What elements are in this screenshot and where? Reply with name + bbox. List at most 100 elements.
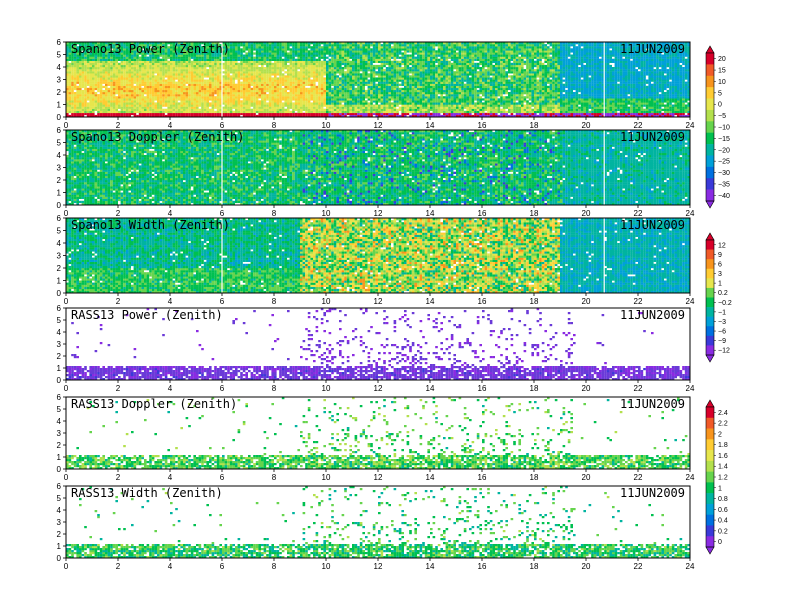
heatmap-cell bbox=[118, 107, 121, 109]
heatmap-cell bbox=[269, 82, 272, 84]
heatmap-cell bbox=[199, 105, 202, 107]
heatmap-cell bbox=[266, 94, 269, 96]
heatmap-cell bbox=[290, 65, 293, 67]
heatmap-cell bbox=[84, 77, 87, 79]
heatmap-cell bbox=[271, 80, 274, 82]
heatmap-cell bbox=[323, 71, 326, 73]
heatmap-cell bbox=[305, 44, 308, 46]
heatmap-cell bbox=[323, 84, 326, 86]
heatmap-cell bbox=[240, 94, 243, 96]
heatmap-cell bbox=[121, 63, 124, 65]
heatmap-cell bbox=[245, 57, 248, 59]
heatmap-cell bbox=[230, 96, 233, 98]
heatmap-cell bbox=[152, 73, 155, 75]
heatmap-cell bbox=[102, 102, 105, 104]
heatmap-cell bbox=[256, 96, 259, 98]
heatmap-cell bbox=[214, 77, 217, 79]
heatmap-cell bbox=[84, 71, 87, 73]
heatmap-cell bbox=[154, 102, 157, 104]
heatmap-cell bbox=[225, 61, 228, 63]
heatmap-cell bbox=[282, 102, 285, 104]
heatmap-cell bbox=[201, 63, 204, 65]
heatmap-cell bbox=[248, 44, 251, 46]
heatmap-cell bbox=[123, 77, 126, 79]
heatmap-cell bbox=[269, 96, 272, 98]
heatmap-cell bbox=[71, 96, 74, 98]
heatmap-cell bbox=[344, 105, 347, 107]
heatmap-cell bbox=[251, 71, 254, 73]
heatmap-cell bbox=[336, 77, 339, 79]
heatmap-cell bbox=[290, 48, 293, 50]
heatmap-cell bbox=[300, 84, 303, 86]
heatmap-cell bbox=[173, 92, 176, 94]
heatmap-cell bbox=[214, 96, 217, 98]
heatmap-cell bbox=[253, 86, 256, 88]
heatmap-cell bbox=[183, 82, 186, 84]
heatmap-cell bbox=[165, 94, 168, 96]
heatmap-cell bbox=[141, 63, 144, 65]
heatmap-cell bbox=[251, 75, 254, 77]
heatmap-cell bbox=[310, 69, 313, 71]
heatmap-cell bbox=[282, 69, 285, 71]
heatmap-cell bbox=[121, 86, 124, 88]
heatmap-cell bbox=[347, 100, 350, 102]
heatmap-cell bbox=[173, 94, 176, 96]
heatmap-cell bbox=[277, 82, 280, 84]
heatmap-cell bbox=[113, 102, 116, 104]
heatmap-cell bbox=[110, 105, 113, 107]
heatmap-cell bbox=[74, 107, 77, 109]
heatmap-cell bbox=[115, 98, 118, 100]
heatmap-cell bbox=[308, 80, 311, 82]
heatmap-cell bbox=[300, 105, 303, 107]
heatmap-cell bbox=[287, 86, 290, 88]
heatmap-cell bbox=[167, 111, 170, 113]
heatmap-cell bbox=[139, 75, 142, 77]
heatmap-cell bbox=[277, 96, 280, 98]
heatmap-cell bbox=[71, 80, 74, 82]
heatmap-cell bbox=[201, 90, 204, 92]
heatmap-cell bbox=[271, 44, 274, 46]
heatmap-cell bbox=[167, 69, 170, 71]
heatmap-cell bbox=[326, 111, 329, 113]
heatmap-cell bbox=[339, 65, 342, 67]
heatmap-cell bbox=[269, 98, 272, 100]
heatmap-cell bbox=[178, 96, 181, 98]
heatmap-cell bbox=[76, 67, 79, 69]
heatmap-cell bbox=[258, 77, 261, 79]
heatmap-cell bbox=[191, 100, 194, 102]
heatmap-cell bbox=[258, 92, 261, 94]
heatmap-cell bbox=[290, 107, 293, 109]
heatmap-cell bbox=[183, 98, 186, 100]
heatmap-cell bbox=[206, 109, 209, 111]
heatmap-cell bbox=[303, 88, 306, 90]
heatmap-cell bbox=[82, 96, 85, 98]
heatmap-cell bbox=[193, 109, 196, 111]
heatmap-cell bbox=[277, 63, 280, 65]
heatmap-cell bbox=[271, 46, 274, 48]
heatmap-cell bbox=[89, 92, 92, 94]
heatmap-cell bbox=[232, 98, 235, 100]
heatmap-cell bbox=[144, 107, 147, 109]
heatmap-cell bbox=[69, 96, 72, 98]
heatmap-cell bbox=[126, 88, 129, 90]
heatmap-cell bbox=[170, 69, 173, 71]
heatmap-cell bbox=[95, 69, 98, 71]
heatmap-cell bbox=[287, 88, 290, 90]
heatmap-cell bbox=[212, 69, 215, 71]
heatmap-cell bbox=[92, 65, 95, 67]
heatmap-cell bbox=[175, 71, 178, 73]
heatmap-cell bbox=[92, 98, 95, 100]
heatmap-cell bbox=[105, 75, 108, 77]
heatmap-cell bbox=[162, 73, 165, 75]
heatmap-cell bbox=[212, 61, 215, 63]
heatmap-cell bbox=[305, 73, 308, 75]
heatmap-cell bbox=[105, 96, 108, 98]
heatmap-cell bbox=[144, 92, 147, 94]
heatmap-cell bbox=[79, 67, 82, 69]
heatmap-cell bbox=[253, 67, 256, 69]
heatmap-cell bbox=[100, 109, 103, 111]
heatmap-cell bbox=[331, 61, 334, 63]
heatmap-cell bbox=[227, 67, 230, 69]
heatmap-cell bbox=[227, 82, 230, 84]
heatmap-cell bbox=[165, 59, 168, 61]
